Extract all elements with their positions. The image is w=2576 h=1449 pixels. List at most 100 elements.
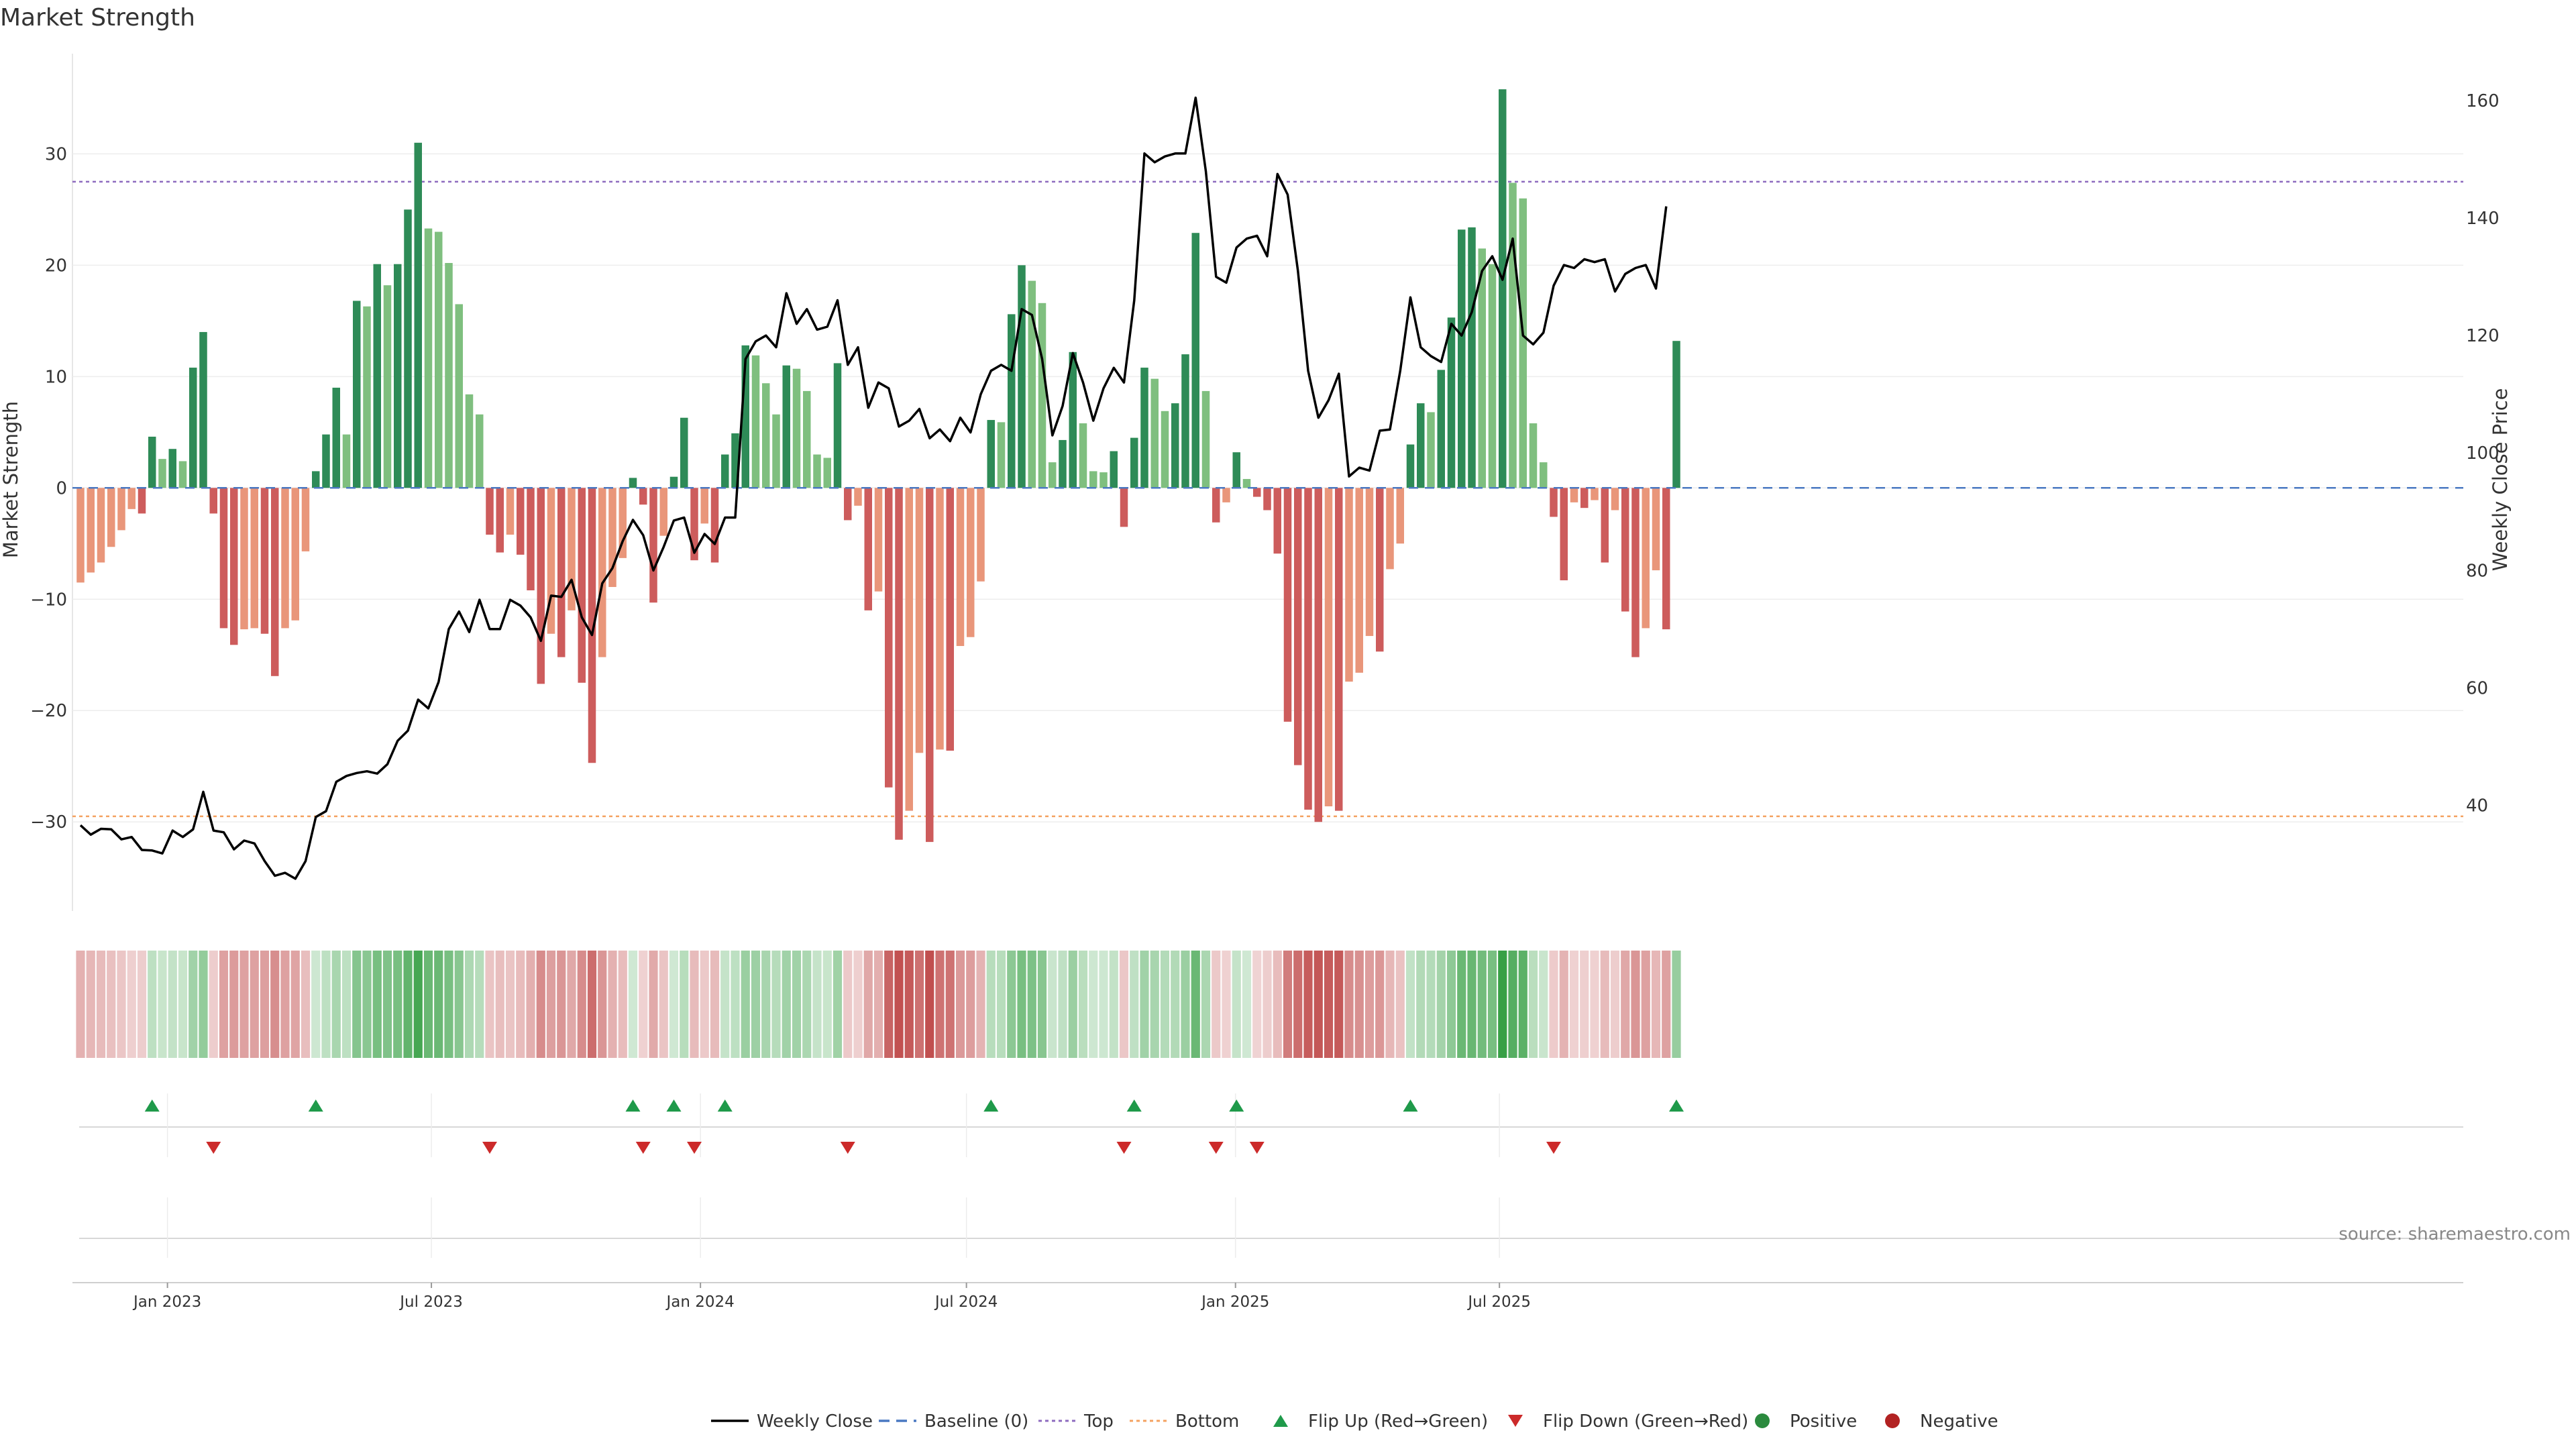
- positive-bar: [1038, 303, 1046, 488]
- positive-bar: [373, 264, 381, 488]
- heat-cell: [1263, 951, 1272, 1058]
- negative-bar: [659, 488, 667, 536]
- positive-bar: [342, 434, 351, 488]
- heat-cell: [720, 951, 730, 1058]
- x-tick-label: Jul 2025: [1466, 1293, 1531, 1311]
- heat-cell: [1089, 951, 1098, 1058]
- heat-cell: [1303, 951, 1313, 1058]
- positive-bar: [435, 231, 443, 488]
- negative-bar: [230, 488, 238, 645]
- positive-bar: [1161, 411, 1169, 488]
- price-line-layer: [79, 96, 1668, 880]
- negative-bar: [250, 488, 258, 629]
- heat-cell: [904, 951, 914, 1058]
- legend-label: Baseline (0): [924, 1411, 1028, 1432]
- legend-label: Top: [1083, 1411, 1114, 1432]
- positive-bar: [1201, 390, 1210, 488]
- heat-cell: [1109, 951, 1118, 1058]
- heat-cell: [117, 951, 126, 1058]
- positive-bar: [1028, 280, 1036, 488]
- positive-bar: [1478, 248, 1486, 488]
- negative-bar: [885, 488, 893, 788]
- right-tick-label: 60: [2466, 678, 2488, 698]
- positive-bar: [353, 301, 361, 488]
- positive-bar: [782, 365, 790, 488]
- heat-cell: [444, 951, 453, 1058]
- negative-bar: [1335, 488, 1343, 811]
- heat-cell: [1559, 951, 1568, 1058]
- left-y-axis-label: Market Strength: [0, 401, 22, 558]
- positive-bar: [199, 331, 207, 488]
- negative-bar: [690, 488, 698, 561]
- heat-cell: [148, 951, 157, 1058]
- heat-cell: [1436, 951, 1446, 1058]
- positive-bar: [383, 285, 392, 488]
- positive-bar: [1509, 182, 1517, 488]
- heat-cell: [454, 951, 464, 1058]
- heat-cell: [1222, 951, 1231, 1058]
- positive-bar: [792, 368, 801, 488]
- positive-bar: [629, 478, 637, 488]
- heat-cell: [1068, 951, 1077, 1058]
- heat-cell: [1580, 951, 1589, 1058]
- negative-bar: [537, 488, 545, 684]
- heat-cell: [577, 951, 586, 1058]
- heat-cell: [1354, 951, 1364, 1058]
- negative-bar: [1560, 488, 1568, 581]
- heat-cell: [608, 951, 617, 1058]
- negative-bar: [219, 488, 228, 629]
- x-tick-label: Jan 2024: [665, 1293, 734, 1311]
- negative-bar: [578, 488, 586, 683]
- heat-cell: [1119, 951, 1129, 1058]
- negative-bar: [977, 488, 985, 582]
- heat-cell: [771, 951, 781, 1058]
- negative-bar: [1365, 488, 1374, 637]
- negative-bar: [1386, 488, 1394, 570]
- flip-up-marker: [1126, 1099, 1142, 1112]
- heat-cell: [710, 951, 720, 1058]
- negative-bar: [568, 488, 576, 610]
- threshold-lines: [72, 180, 2463, 818]
- heat-cell: [955, 951, 965, 1058]
- positive-bar: [1242, 479, 1251, 488]
- positive-bar: [1672, 341, 1680, 488]
- heat-cell: [403, 951, 413, 1058]
- negative-bar: [1611, 488, 1619, 511]
- heat-cell: [1457, 951, 1466, 1058]
- negative-bar: [271, 488, 279, 676]
- negative-bar: [97, 488, 105, 563]
- positive-bar: [394, 264, 402, 488]
- negative-bar: [1550, 488, 1558, 517]
- heat-cell: [1293, 951, 1303, 1058]
- heat-cell: [372, 951, 382, 1058]
- positive-bar: [1458, 229, 1466, 488]
- positive-bar: [1427, 412, 1435, 488]
- heat-cell: [107, 951, 116, 1058]
- negative-bar: [1601, 488, 1609, 563]
- heat-cell: [290, 951, 300, 1058]
- heat-cell: [1518, 951, 1527, 1058]
- flip-down-marker: [840, 1142, 855, 1154]
- positive-bar: [1089, 471, 1097, 488]
- heat-cell: [1569, 951, 1579, 1058]
- heat-cell: [1324, 951, 1334, 1058]
- heat-cell: [1273, 951, 1282, 1058]
- negative-bar: [1591, 488, 1599, 500]
- negative-bar: [1345, 488, 1353, 682]
- heat-cell: [782, 951, 791, 1058]
- negative-bar: [874, 488, 883, 592]
- flip-up-marker: [983, 1099, 999, 1112]
- heat-cell: [1498, 951, 1507, 1058]
- heat-cell: [1549, 951, 1558, 1058]
- positive-bar: [424, 228, 433, 488]
- positive-bar: [762, 383, 770, 488]
- heat-cell: [229, 951, 239, 1058]
- positive-bar: [1069, 352, 1077, 488]
- positive-bar: [1110, 451, 1118, 488]
- negative-bar: [936, 488, 944, 750]
- negative-bar: [1212, 488, 1220, 523]
- negative-bar: [506, 488, 515, 535]
- heat-cell: [996, 951, 1006, 1058]
- negative-bar: [87, 488, 95, 573]
- negative-bar: [1253, 488, 1261, 497]
